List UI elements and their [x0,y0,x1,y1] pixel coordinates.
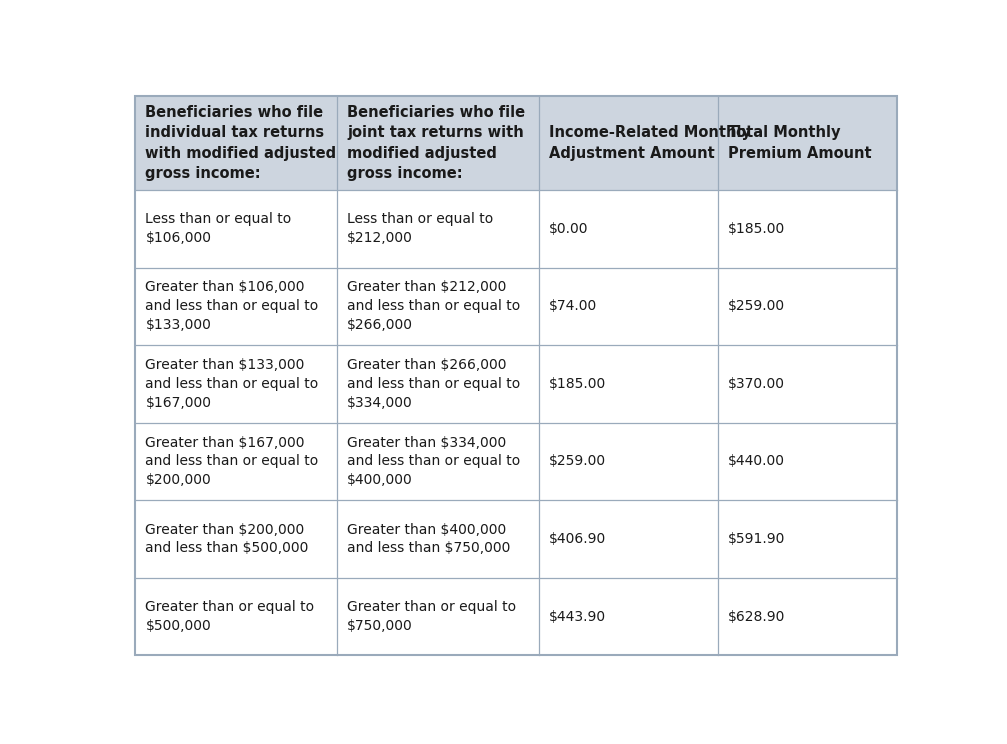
Bar [539,345,718,423]
Text: Less than or equal to
$106,000: Less than or equal to $106,000 [145,212,292,246]
Text: Greater than $133,000
and less than or equal to
$167,000: Greater than $133,000 and less than or e… [145,358,318,410]
Bar [718,190,897,268]
Bar [539,423,718,500]
Bar [135,500,337,578]
Bar [539,268,718,345]
Bar [337,190,539,268]
Bar [135,190,337,268]
Bar [718,423,897,500]
Text: Total Monthly
Premium Amount: Total Monthly Premium Amount [728,126,872,161]
Text: Greater than $400,000
and less than $750,000: Greater than $400,000 and less than $750… [347,522,511,556]
Bar [718,500,897,578]
Text: $259.00: $259.00 [728,299,785,313]
Text: $370.00: $370.00 [728,377,785,391]
Text: $74.00: $74.00 [549,299,597,313]
Text: $185.00: $185.00 [549,377,606,391]
Text: Greater than $106,000
and less than or equal to
$133,000: Greater than $106,000 and less than or e… [145,280,318,333]
Text: Greater than $200,000
and less than $500,000: Greater than $200,000 and less than $500… [145,522,309,556]
Text: Greater than $334,000
and less than or equal to
$400,000: Greater than $334,000 and less than or e… [347,435,521,487]
Bar [539,500,718,578]
Text: $259.00: $259.00 [549,455,606,469]
Text: $185.00: $185.00 [728,222,785,236]
Bar [135,345,337,423]
Text: $440.00: $440.00 [728,455,785,469]
Bar [539,578,718,655]
Text: $0.00: $0.00 [549,222,588,236]
Text: $591.90: $591.90 [728,532,785,546]
Bar [718,96,897,190]
Bar [135,423,337,500]
Bar [337,96,539,190]
Text: $443.90: $443.90 [549,609,606,623]
Text: $628.90: $628.90 [728,609,785,623]
Text: Less than or equal to
$212,000: Less than or equal to $212,000 [347,212,493,246]
Bar [718,578,897,655]
Text: Income-Related Monthly
Adjustment Amount: Income-Related Monthly Adjustment Amount [549,126,751,161]
Text: Beneficiaries who file
joint tax returns with
modified adjusted
gross income:: Beneficiaries who file joint tax returns… [347,105,526,182]
Bar [337,268,539,345]
Bar [135,268,337,345]
Bar [337,578,539,655]
Bar [718,345,897,423]
Text: Greater than or equal to
$750,000: Greater than or equal to $750,000 [347,600,517,633]
Bar [337,423,539,500]
Text: Greater than $266,000
and less than or equal to
$334,000: Greater than $266,000 and less than or e… [347,358,521,410]
Bar [539,96,718,190]
Bar [718,268,897,345]
Bar [337,500,539,578]
Bar [135,96,337,190]
Bar [135,578,337,655]
Text: Greater than $212,000
and less than or equal to
$266,000: Greater than $212,000 and less than or e… [347,280,521,333]
Text: Beneficiaries who file
individual tax returns
with modified adjusted
gross incom: Beneficiaries who file individual tax re… [145,105,336,182]
Text: Greater than or equal to
$500,000: Greater than or equal to $500,000 [145,600,314,633]
Text: Greater than $167,000
and less than or equal to
$200,000: Greater than $167,000 and less than or e… [145,435,318,487]
Bar [337,345,539,423]
Bar [539,190,718,268]
Text: $406.90: $406.90 [549,532,606,546]
